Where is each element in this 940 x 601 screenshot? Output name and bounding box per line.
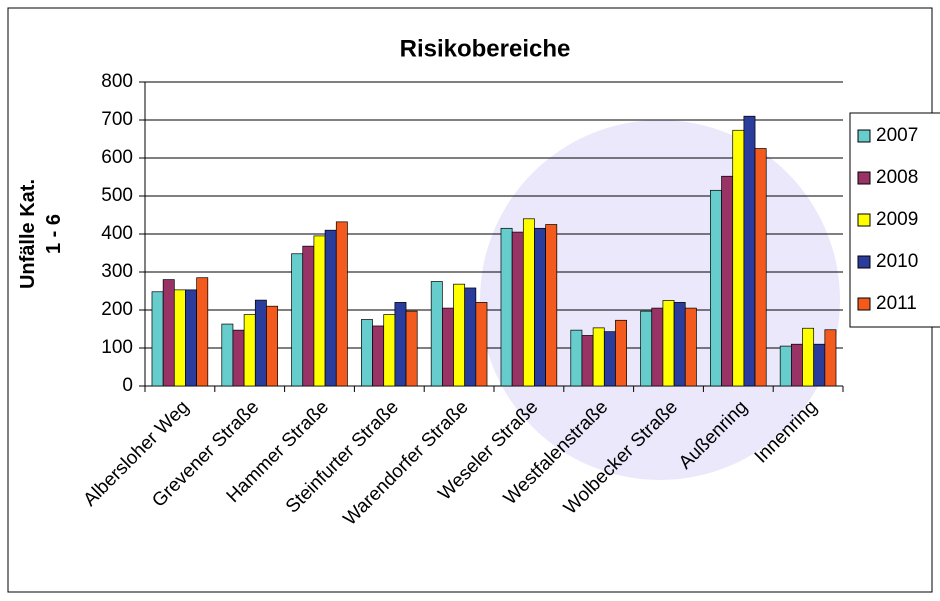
legend-label: 2008	[876, 167, 918, 188]
y-tick-label: 500	[101, 185, 133, 206]
bar	[603, 331, 616, 387]
y-tick-label: 700	[101, 109, 133, 130]
legend-swatch	[857, 171, 871, 185]
legend-label: 2007	[876, 125, 918, 146]
y-tick-label: 0	[122, 375, 133, 396]
bar	[405, 310, 418, 387]
bar	[651, 307, 664, 387]
bar	[383, 314, 396, 387]
bar	[313, 235, 326, 387]
y-tick-label: 200	[101, 299, 133, 320]
legend-swatch	[857, 297, 871, 311]
bar	[464, 287, 477, 387]
bar	[324, 229, 337, 387]
bar	[802, 327, 815, 387]
bar	[335, 221, 348, 387]
bar	[662, 300, 675, 387]
bar	[570, 329, 583, 387]
bar	[430, 281, 443, 387]
legend-label: 2009	[876, 209, 918, 230]
y-tick-label: 800	[101, 71, 133, 92]
bar	[545, 224, 558, 387]
bar	[361, 319, 373, 387]
bar	[743, 115, 756, 387]
y-tick-label: 600	[101, 147, 133, 168]
y-axis-label: Unfälle Kat. 1 - 6	[17, 179, 65, 289]
bar	[162, 279, 175, 387]
y-label-line: 1 - 6	[43, 214, 65, 254]
y-tick-label: 100	[101, 337, 133, 358]
bar	[673, 302, 686, 387]
y-tick-label: 400	[101, 223, 133, 244]
bar	[394, 302, 407, 387]
legend-swatch	[857, 129, 871, 143]
bar	[640, 310, 653, 387]
bar	[592, 327, 605, 387]
bar	[302, 245, 315, 387]
bar	[372, 325, 385, 387]
bar	[721, 175, 734, 387]
y-label-line: Unfälle Kat.	[17, 179, 39, 289]
bar	[790, 343, 803, 387]
legend-label: 2011	[876, 293, 917, 314]
bar	[173, 289, 186, 387]
bar	[243, 314, 256, 387]
bar	[615, 319, 627, 387]
bar	[754, 148, 767, 387]
legend-label: 2010	[876, 251, 918, 272]
bar	[196, 277, 209, 387]
bar	[534, 227, 547, 387]
bar	[684, 307, 697, 387]
bar	[824, 329, 837, 387]
chart-title: Risikobereiche	[400, 35, 571, 62]
bar	[185, 289, 198, 387]
bar	[254, 299, 267, 387]
bar	[266, 305, 278, 387]
bar	[779, 345, 792, 387]
bar	[500, 227, 513, 387]
legend-swatch	[857, 255, 871, 269]
bar	[453, 283, 466, 387]
bar	[475, 302, 488, 387]
bar	[522, 218, 535, 387]
bar	[511, 231, 524, 387]
y-tick-label: 300	[101, 261, 133, 282]
bar	[441, 307, 454, 387]
bar	[221, 323, 234, 387]
bar	[732, 129, 745, 387]
bar	[581, 335, 594, 387]
legend-swatch	[857, 213, 871, 227]
bar	[151, 291, 164, 387]
bar	[813, 343, 826, 387]
bar	[710, 189, 722, 387]
bar	[232, 329, 245, 387]
bar	[291, 253, 304, 387]
